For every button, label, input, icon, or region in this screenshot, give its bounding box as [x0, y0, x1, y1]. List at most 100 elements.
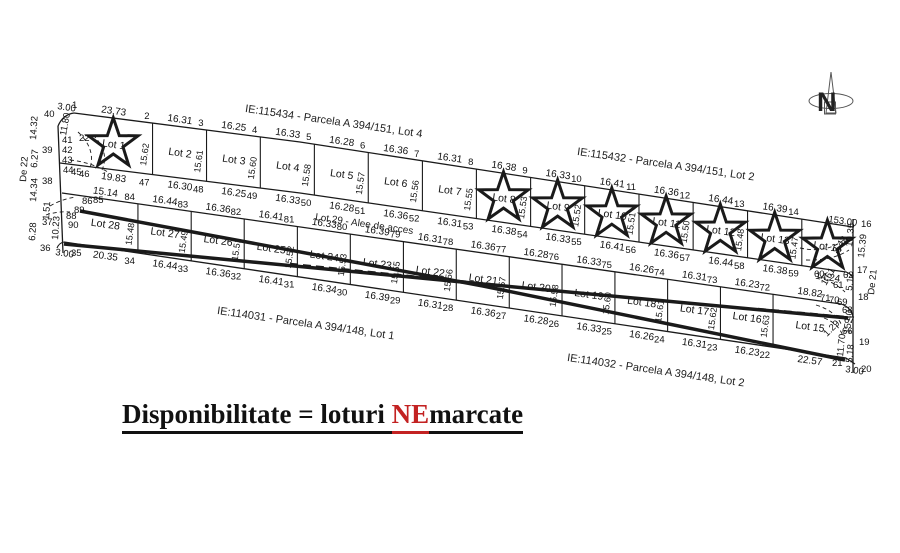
point-label: 67 [844, 315, 855, 326]
lot-top-dim-label: 16.41 [599, 176, 626, 190]
point-label: 27 [496, 311, 507, 322]
point-label: 26 [548, 319, 559, 330]
point-label: 30 [337, 287, 348, 298]
lot-label: Lot 5 [329, 167, 354, 182]
availability-star-icon [691, 199, 750, 255]
side-dim-label: 15.63 [759, 314, 772, 338]
lot-bottom-dim-label: 16.36 [653, 247, 680, 261]
lot-bottom-dim-label: 16.33 [545, 232, 572, 246]
lot-bottom-dim-label: 16.30 [167, 179, 194, 193]
point-label: 35 [71, 248, 82, 259]
availability-star-icon [582, 183, 642, 239]
point-label: 28 [443, 303, 454, 314]
point-label: 41 [62, 135, 73, 146]
point-label: 73 [707, 275, 718, 286]
point-label: 31 [284, 280, 295, 291]
point-label: 79 [390, 230, 401, 241]
point-label: 38 [42, 176, 53, 187]
remnant-dashes [799, 237, 847, 251]
point-label: 88 [66, 211, 77, 222]
compass-ellipse [808, 93, 854, 109]
side-dim-label: 15.55 [389, 261, 402, 285]
point-label: 47 [139, 178, 150, 189]
lot-bottom-dim-label: 16.28 [523, 313, 550, 327]
edge-dim-label: 5.18 [844, 344, 857, 364]
point-label: 21 [832, 358, 843, 369]
point-label: 61 [833, 280, 844, 291]
point-label: 85 [93, 195, 104, 206]
availability-star-icon [798, 215, 857, 271]
lot-bottom-dim-label: 14.24 [815, 271, 842, 285]
point-label: 75 [601, 260, 612, 271]
point-label: 23 [707, 342, 718, 353]
compass-needle [825, 71, 837, 114]
lot-top-dim-label: 16.33 [311, 217, 338, 231]
point-label: 33 [178, 264, 189, 275]
point-label: 37 [42, 217, 53, 228]
bottom-row-top-line [61, 192, 842, 305]
edge-dim-label: 15.39 [856, 234, 869, 259]
point-label: 11 [626, 182, 636, 193]
side-dim-label: 15.60 [246, 156, 259, 180]
lot-label: Lot 13 [760, 231, 791, 247]
caption-suffix: marcate [429, 399, 524, 434]
availability-star-icon [474, 167, 533, 223]
point-label: 90 [68, 220, 79, 231]
point-label: 22 [759, 350, 770, 361]
point-label: 57 [680, 253, 691, 264]
edge-dim-label: 153.00 [828, 214, 858, 229]
point-label: 76 [548, 252, 559, 263]
top-row-bottom-line [59, 162, 847, 273]
lot-top-dim-label: 16.25 [221, 120, 248, 134]
lot-bottom-dim-label: 16.31 [681, 337, 708, 351]
lot-bottom-dim-label: 16.38 [762, 263, 789, 277]
lot-bottom-dim-label: 16.44 [152, 258, 179, 272]
point-label: 1 [72, 100, 77, 111]
point-label: 49 [247, 191, 258, 202]
lot-top-dim-label: 16.23 [734, 277, 761, 291]
point-label: 81 [284, 215, 295, 226]
lot-top-dim-label: 16.36 [653, 185, 680, 199]
side-dim-label: 15.48 [123, 222, 136, 246]
utility-line-dashed [289, 262, 479, 285]
bottom-boundary-line [63, 241, 847, 359]
lot-bottom-dim-label: 16.26 [628, 329, 655, 343]
lot-label: Lot 16 [732, 310, 763, 326]
compass-north-letter: N [817, 87, 837, 117]
edge-dim-label: 14.34 [28, 178, 41, 202]
side-dim-label: 15.52 [570, 204, 583, 228]
point-label: 48 [193, 184, 204, 195]
point-label: 6 [360, 140, 365, 151]
lot-label: Lot 17 [679, 302, 710, 318]
edge-dim-label: 14.32 [28, 116, 41, 140]
point-label: 84 [124, 192, 135, 203]
point-label: 45 [71, 167, 82, 178]
point-label: 20 [861, 364, 872, 375]
road-left-edge [57, 125, 64, 254]
corner-arc [57, 112, 75, 127]
lot-top-dim-label: 16.33 [545, 168, 572, 182]
point-label: 44 [63, 165, 74, 176]
point-label: 29 [390, 295, 401, 306]
point-label: 14 [788, 207, 799, 218]
lot-bottom-dim-label: 16.31 [417, 298, 444, 312]
lot-top-dim-label: 15.14 [92, 185, 119, 199]
lot-label: Lot 12 [705, 223, 736, 239]
lot-bottom-dim-label: 16.33 [576, 321, 603, 335]
lot-top-dim-label: 16.38 [491, 160, 518, 174]
lot-bottom-dim-label: 16.41 [258, 274, 285, 288]
lot-top-dim-label: 16.26 [628, 262, 655, 276]
point-label: 82 [231, 207, 242, 218]
edge-dim-label: 3.00 [57, 101, 77, 114]
lot-top-dim-label: 16.33 [275, 127, 302, 141]
point-label: 8 [468, 157, 473, 168]
point-label: 18 [858, 292, 869, 303]
lot-bottom-dim-label: 16.36 [470, 305, 497, 319]
road-label-de-22: De 22 [18, 156, 31, 182]
lot-label: Lot 3 [221, 153, 246, 168]
lot-top-dim-label: 16.31 [167, 113, 194, 127]
remnant-dashes [92, 134, 105, 171]
side-dim-label: 15.62 [706, 307, 719, 331]
availability-star-icon [745, 207, 804, 264]
